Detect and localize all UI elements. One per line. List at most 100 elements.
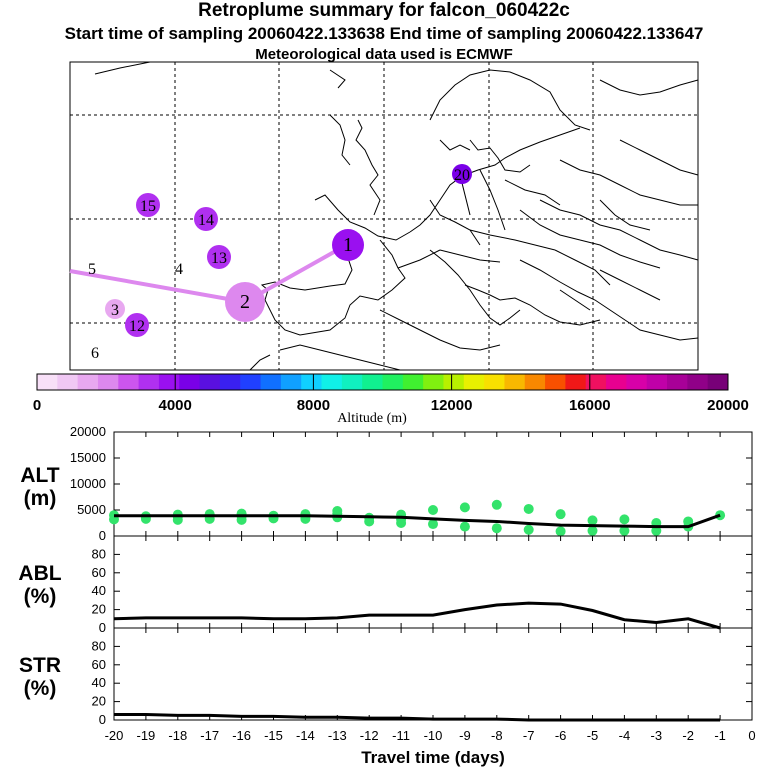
time-series-panels: 05000100001500020000ALT(m)020406080ABL(%… [18,424,755,767]
colorbar-swatch [606,374,627,390]
particle-point [428,519,438,530]
colorbar-swatch [138,374,160,390]
particle-point [587,525,598,536]
plume-label: 4 [175,261,183,278]
x-tick-label: -15 [264,728,283,743]
y-tick-label: 60 [92,565,106,580]
panel-frame [113,627,753,721]
panel-alt: 0 5000 10000 15000 20000 ALT(m) [20,424,753,543]
y-tick-label: 0 [99,528,106,543]
colorbar-swatch [260,374,282,390]
plume-label: 12 [129,318,145,335]
colorbar-swatch [118,374,140,390]
particle-point [396,518,407,528]
colorbar-swatch [382,374,404,390]
series-line [113,601,721,630]
particle-point [651,525,662,536]
particle-point [428,505,438,515]
x-tick-label: -6 [555,728,567,743]
y-tick-label: 20 [92,602,106,617]
plume-marker [332,229,364,261]
x-tick-label: -2 [682,728,694,743]
series-line [114,513,721,529]
colorbar-tick-label: 12000 [431,397,473,414]
colorbar-swatch [362,374,383,390]
plume-marker [207,245,231,269]
x-tick-label: -9 [459,728,471,743]
panel-label: (m) [24,487,57,510]
plume-label: 6 [91,345,99,362]
y-tick-label: 60 [92,657,106,672]
colorbar-swatch [524,374,546,390]
map-gridlines [70,62,698,370]
x-tick-label: -14 [296,728,315,743]
panel-label: (%) [24,585,57,608]
x-tick-label: -10 [424,728,443,743]
plume-label: 20 [454,167,470,184]
particle-point [523,524,534,535]
plume-label: 5 [88,261,96,278]
x-tick-label: -18 [168,728,187,743]
colorbar-swatch [240,374,262,390]
x-tick-label: 0 [748,728,755,743]
colorbar-swatch [646,374,668,390]
colorbar-swatch [37,374,58,390]
colorbar-swatch [687,374,709,390]
particle-point [332,506,343,517]
y-tick-label: 0 [99,620,106,635]
map-frame [69,61,699,371]
colorbar-swatch [565,374,587,390]
colorbar-swatch [585,374,607,390]
particle-point [459,502,470,513]
colorbar-swatch [321,374,343,390]
plume-marker [225,282,265,322]
x-tick-label: -16 [232,728,251,743]
colorbar-swatch [626,374,648,390]
colorbar-swatch [545,374,566,390]
particle-point [491,523,502,534]
y-tick-label: 10000 [70,476,106,491]
coastlines [94,61,699,371]
colorbar-swatch [423,374,444,390]
colorbar [36,373,729,391]
x-tick-label: -4 [619,728,631,743]
met-data-source: Meteorological data used is ECMWF [255,46,513,63]
colorbar-swatch [301,374,323,390]
y-tick-label: 80 [92,546,106,561]
panel-label: STR [19,654,61,677]
y-tick-label: 0 [99,712,106,727]
y-tick-label: 15000 [70,450,106,465]
colorbar-swatch [158,374,180,390]
plume-label: 1 [343,234,353,256]
colorbar-swatch [707,374,729,390]
colorbar-swatch [77,374,99,390]
series-line [114,712,721,722]
y-tick-label: 40 [92,675,106,690]
y-tick-label: 80 [92,638,106,653]
colorbar-swatch [280,374,302,390]
panel-label: (%) [24,677,57,700]
colorbar-swatch [179,374,201,390]
particle-point [459,521,470,532]
plume-marker [105,299,125,319]
plume-label: 3 [111,302,119,319]
x-axis-title: Travel time (days) [361,748,505,767]
plume-marker [194,207,218,231]
colorbar-tick-label: 8000 [297,397,330,414]
plume-marker [452,164,472,184]
x-tick-label: -5 [587,728,599,743]
colorbar-swatch [402,374,424,390]
colorbar-swatch [97,374,119,390]
colorbar-swatch [443,374,465,390]
colorbar-frame [36,373,729,391]
x-tick-label: -12 [360,728,379,743]
panel-label: ABL [18,562,61,585]
x-tick-label: -3 [651,728,663,743]
particle-point [204,509,215,520]
plume-marker [136,193,160,217]
particle-point [619,514,630,525]
particle-point [364,516,375,527]
